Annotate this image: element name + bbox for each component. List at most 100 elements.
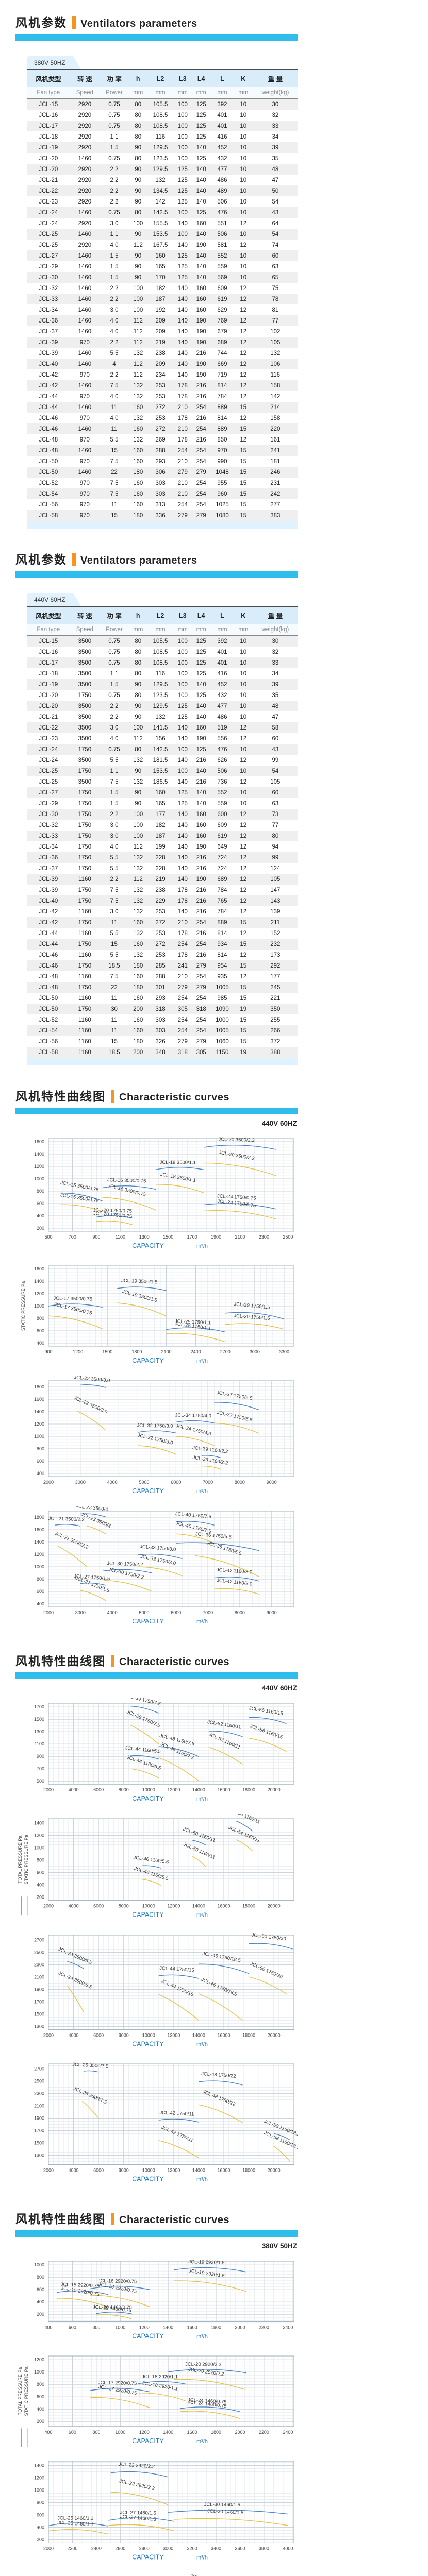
table-cell: 140 [177,724,188,731]
table-cell: 1160 [78,930,91,937]
total-pressure-curve [204,1203,276,1210]
table-cell: 140 [177,361,188,367]
table-cell: 80 [135,692,142,699]
column-unit: mm [173,624,192,636]
table-row: JCL-44 1160 5.5 132 253 178 216 814 12 152 [27,928,298,939]
table-cell: 140 [196,231,206,238]
table-cell: 178 [177,887,188,893]
total-pressure-curve [249,1717,287,1724]
table-cell: 253 [155,382,166,389]
table-row: JCL-42 1750 11 160 272 210 254 889 15 211 [27,917,298,928]
ventilators-parameters-table-440v: 风机类型转 速功 率 h L2 L3 L4 L K 重 量 Fan type Speed Power… [27,606,298,1058]
table-cell: 216 [196,393,206,400]
table-cell: 30 [111,1006,118,1012]
table-cell: 669 [217,361,227,367]
total-pressure-curve [83,2070,99,2073]
table-row: JCL-44 1750 15 160 272 254 254 934 15 232 [27,939,298,950]
table-cell: 277 [270,501,281,508]
table-cell: 0.75 [108,101,120,108]
table-row: JCL-20 1460 0.75 80 123.5 100 125 432 10 35 [27,153,298,164]
table-cell: 744 [217,350,227,357]
table-cell: 3.0 [110,220,119,227]
table-cell: 32 [272,649,279,655]
table-cell: 254 [196,490,206,497]
column-header: L [210,69,234,87]
table-cell: 78 [272,296,279,302]
table-cell: 22 [111,984,118,991]
table-cell: 5.5 [110,865,119,872]
table-cell: 4.0 [110,242,119,248]
table-row: JCL-46 1750 18.5 180 285 241 279 954 15 292 [27,960,298,971]
table-cell: 1750 [78,941,92,947]
table-cell: 10 [240,789,247,796]
table-cell: 132 [133,757,143,764]
table-cell: 190 [196,317,206,324]
table-cell: 326 [155,1038,166,1045]
x-axis-unit: m³/h [196,2041,208,2047]
table-cell: 1460 [78,350,92,357]
table-cell: 254 [196,447,206,454]
table-cell: 80 [135,101,142,108]
table-cell: JCL-20 [39,692,58,699]
x-tick-label: 7000 [203,1480,213,1485]
table-cell: 132 [133,393,143,400]
table-cell: 2.2 [110,177,119,183]
table-cell: 10 [240,231,247,238]
curve-label: JCL-50 1160/11 [183,1842,216,1861]
table-row: JCL-32 1460 2.2 100 182 140 160 609 12 75 [27,283,298,294]
table-cell: 43 [272,746,279,753]
table-cell: 140 [177,833,188,839]
table-cell: 160 [133,973,143,980]
table-cell: 190 [196,328,206,335]
table-cell: 132 [133,897,143,904]
table-cell: 559 [217,800,227,807]
table-cell: 392 [217,638,227,645]
table-cell: 519 [217,724,227,731]
table-row: JCL-23 2920 2.2 90 142 125 140 506 10 54 [27,196,298,207]
section-title-cn: 风机特性曲线图 [15,1090,106,1103]
x-tick-label: 2000 [43,1904,54,1909]
x-tick-label: 9000 [267,1610,277,1615]
y-tick-label: 1100 [35,1741,44,1747]
table-cell: 15 [111,447,118,454]
table-cell: 1090 [216,1006,229,1012]
table-cell: 401 [217,112,227,118]
static-pressure-curve [249,1738,287,1752]
table-cell: 5.5 [110,350,119,357]
table-cell: 1060 [216,1038,229,1045]
static-pressure-curve [138,2393,187,2402]
table-cell: 33 [272,123,279,129]
x-tick-label: 4000 [69,2032,79,2038]
x-tick-label: 14000 [192,2168,205,2173]
curve-label: JCL-29 1750/1.5 [234,1313,270,1321]
table-cell: 477 [217,166,227,173]
table-cell: JCL-19 [39,681,58,688]
static-pressure-curve [60,1204,103,1212]
table-row: JCL-19 2920 1.5 90 129.5 100 140 452 10 39 [27,142,298,153]
x-tick-label: 8000 [119,1904,129,1909]
table-cell: 100 [177,209,188,216]
x-tick-label: 1300 [139,1234,150,1240]
x-tick-label: 6000 [171,1610,181,1615]
static-pressure-curve [104,1580,153,1592]
curve-label: JCL-42 1160/3.0 [217,1567,253,1575]
cyan-underline-bar [15,34,298,41]
table-cell: 253 [155,415,166,421]
table-cell: 552 [217,789,227,796]
table-cell: 649 [217,843,227,850]
x-axis-unit: m³/h [196,1243,208,1249]
table-cell: JCL-39 [39,887,58,893]
x-tick-label: 600 [69,2430,76,2435]
total-pressure-curve [168,2369,246,2374]
y-tick-label: 600 [37,1870,44,1875]
characteristic-chart: 900 1200 1500 1800 2100 2400 2700 3000 3300 400 60… [15,1261,298,1369]
table-cell: 125 [196,123,206,129]
total-pressure-curve [117,1286,167,1291]
x-tick-label: 16000 [217,1787,230,1792]
table-cell: 1460 [78,404,92,411]
y-tick-label: 1700 [34,2128,44,2133]
static-pressure-curve [174,2280,246,2292]
curve-label: JCL-33 1750/3.0 [140,1554,176,1567]
table-cell: 140 [196,177,206,183]
x-tick-label: 20000 [268,2168,281,2173]
